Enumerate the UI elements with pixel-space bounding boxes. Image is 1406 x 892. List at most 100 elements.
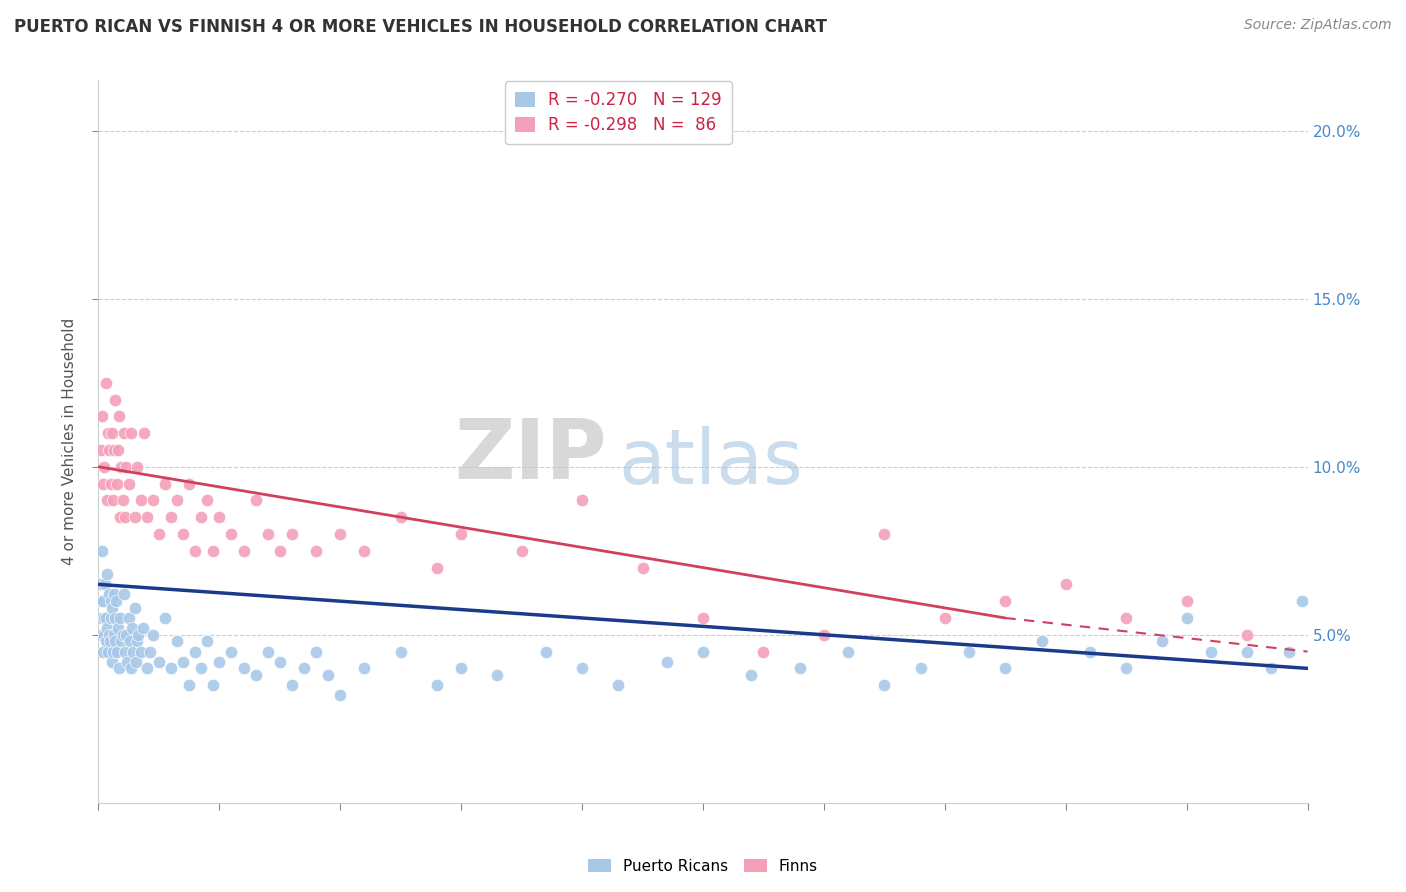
- Point: [142, 628, 165, 642]
- Point: [114, 510, 136, 524]
- Point: [195, 634, 218, 648]
- Point: [329, 688, 352, 702]
- Point: [1078, 644, 1101, 658]
- Point: [89, 577, 111, 591]
- Point: [111, 628, 134, 642]
- Point: [450, 661, 472, 675]
- Point: [190, 510, 212, 524]
- Point: [112, 587, 135, 601]
- Point: [98, 442, 121, 457]
- Point: [100, 611, 122, 625]
- Point: [510, 543, 533, 558]
- Point: [450, 527, 472, 541]
- Point: [221, 644, 243, 658]
- Point: [120, 661, 142, 675]
- Point: [121, 621, 143, 635]
- Point: [292, 661, 315, 675]
- Point: [97, 644, 120, 658]
- Point: [740, 668, 762, 682]
- Point: [115, 459, 138, 474]
- Point: [93, 611, 115, 625]
- Point: [100, 594, 122, 608]
- Point: [269, 543, 291, 558]
- Point: [100, 655, 122, 669]
- Point: [129, 493, 152, 508]
- Point: [221, 527, 243, 541]
- Point: [142, 493, 165, 508]
- Point: [389, 510, 412, 524]
- Point: [93, 628, 115, 642]
- Point: [104, 392, 127, 407]
- Point: [1054, 577, 1077, 591]
- Point: [94, 577, 117, 591]
- Point: [94, 634, 117, 648]
- Point: [98, 587, 121, 601]
- Text: PUERTO RICAN VS FINNISH 4 OR MORE VEHICLES IN HOUSEHOLD CORRELATION CHART: PUERTO RICAN VS FINNISH 4 OR MORE VEHICL…: [14, 18, 827, 36]
- Point: [90, 594, 112, 608]
- Point: [789, 661, 811, 675]
- Point: [281, 678, 304, 692]
- Point: [232, 543, 254, 558]
- Point: [202, 543, 225, 558]
- Point: [208, 510, 231, 524]
- Point: [692, 611, 714, 625]
- Point: [105, 476, 128, 491]
- Y-axis label: 4 or more Vehicles in Household: 4 or more Vehicles in Household: [62, 318, 77, 566]
- Point: [101, 493, 124, 508]
- Point: [1291, 594, 1313, 608]
- Point: [245, 493, 267, 508]
- Point: [127, 628, 149, 642]
- Point: [994, 661, 1017, 675]
- Point: [1031, 634, 1053, 648]
- Point: [232, 661, 254, 675]
- Point: [1236, 628, 1258, 642]
- Point: [179, 476, 201, 491]
- Point: [107, 442, 129, 457]
- Point: [103, 628, 125, 642]
- Point: [1260, 661, 1282, 675]
- Point: [94, 376, 117, 390]
- Point: [202, 678, 225, 692]
- Point: [1115, 661, 1137, 675]
- Point: [91, 409, 114, 424]
- Point: [118, 634, 141, 648]
- Point: [114, 644, 136, 658]
- Point: [118, 611, 141, 625]
- Point: [837, 644, 859, 658]
- Point: [108, 611, 131, 625]
- Point: [426, 678, 449, 692]
- Point: [873, 527, 896, 541]
- Point: [90, 442, 112, 457]
- Point: [571, 661, 593, 675]
- Point: [1175, 594, 1198, 608]
- Point: [329, 527, 352, 541]
- Point: [108, 409, 131, 424]
- Point: [190, 661, 212, 675]
- Point: [97, 628, 120, 642]
- Point: [105, 644, 128, 658]
- Point: [100, 476, 122, 491]
- Point: [127, 459, 149, 474]
- Point: [166, 493, 188, 508]
- Point: [172, 527, 194, 541]
- Point: [96, 621, 118, 635]
- Point: [120, 426, 142, 441]
- Point: [110, 459, 132, 474]
- Point: [91, 594, 114, 608]
- Point: [534, 644, 557, 658]
- Point: [160, 510, 183, 524]
- Legend: R = -0.270   N = 129, R = -0.298   N =  86: R = -0.270 N = 129, R = -0.298 N = 86: [505, 81, 733, 144]
- Point: [134, 426, 156, 441]
- Point: [571, 493, 593, 508]
- Point: [957, 644, 980, 658]
- Point: [111, 493, 134, 508]
- Point: [269, 655, 291, 669]
- Point: [93, 459, 115, 474]
- Point: [305, 543, 328, 558]
- Point: [486, 668, 509, 682]
- Point: [108, 510, 131, 524]
- Point: [184, 543, 207, 558]
- Point: [153, 476, 176, 491]
- Text: ZIP: ZIP: [454, 416, 606, 497]
- Point: [934, 611, 956, 625]
